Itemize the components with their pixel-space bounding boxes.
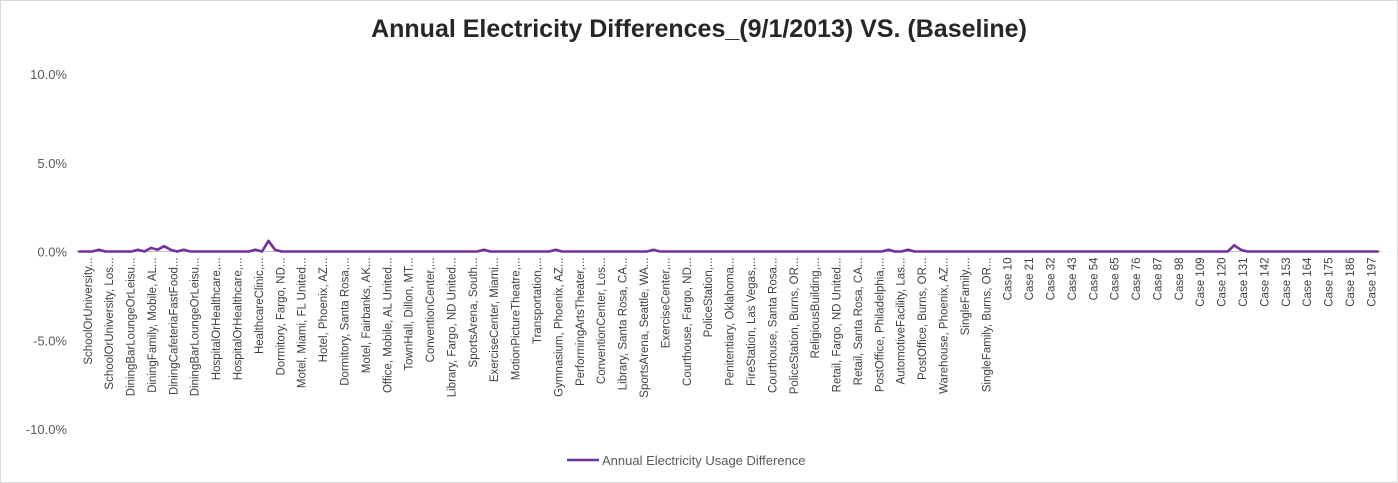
x-tick-label: SingleFamily, Burns, OR...: [981, 258, 993, 393]
x-tick-label: Case 109: [1195, 258, 1207, 307]
x-tick-label: Penitentiary, Oklahoma...: [725, 258, 737, 386]
x-tick-label: Courthouse, Santa Rosa...: [767, 258, 779, 394]
x-tick-label: SportsArena, South...: [468, 258, 480, 368]
x-tick-label: ExerciseCenter, Miami...: [489, 258, 501, 383]
x-tick-label: AutomotiveFacility, Las...: [896, 258, 908, 385]
x-tick-label: DiningFamily, Mobile, AL...: [147, 258, 159, 393]
x-tick-label: Library, Fargo, ND United...: [446, 258, 458, 398]
x-tick-label: SchoolOrUniversity, Los...: [104, 258, 116, 390]
legend-label: Annual Electricity Usage Difference: [602, 453, 806, 468]
x-tick-label: SportsArena, Seattle, WA...: [639, 258, 651, 398]
x-tick-label: ConventionCenter,...: [425, 258, 437, 363]
x-tick-label: Case 10: [1003, 258, 1015, 301]
x-tick-label: ReligiousBuilding,...: [810, 258, 822, 359]
x-tick-label: Case 142: [1259, 258, 1271, 307]
x-tick-label: Transportation,...: [532, 258, 544, 345]
y-tick-label: 10.0%: [30, 67, 67, 82]
x-tick-label: Hotel, Phoenix, AZ...: [318, 258, 330, 363]
x-tick-label: Motel, Fairbanks, AK...: [361, 258, 373, 374]
x-tick-label: Case 175: [1324, 258, 1336, 307]
x-tick-label: PerformingArtsTheater,...: [575, 258, 587, 386]
x-tick-label: ExerciseCenter,...: [660, 258, 672, 349]
x-tick-label: Case 131: [1238, 258, 1250, 307]
x-tick-label: Dormitory, Fargo, ND...: [275, 258, 287, 376]
x-tick-label: Case 197: [1366, 258, 1378, 307]
y-tick-label: 0.0%: [37, 245, 67, 260]
x-tick-label: HospitalOrHealthcare,...: [211, 258, 223, 381]
x-tick-label: Gymnasium, Phoenix, AZ...: [553, 258, 565, 397]
x-tick-label: Dormitory, Santa Rosa,...: [339, 258, 351, 386]
x-tick-label: PostOffice, Burns, OR...: [917, 257, 929, 380]
x-tick-label: DiningBarLoungeOrLeisu...: [126, 258, 138, 397]
x-tick-label: Case 54: [1088, 257, 1100, 300]
x-tick-label: DiningBarLoungeOrLeisu...: [190, 258, 202, 397]
x-tick-label: Case 65: [1110, 258, 1122, 301]
x-tick-label: FireStation, Las Vegas,...: [746, 258, 758, 387]
x-tick-label: Case 76: [1131, 258, 1143, 301]
x-tick-label: MotionPictureTheatre,...: [511, 258, 523, 381]
x-tick-label: PostOffice, Philadelphia,...: [874, 258, 886, 393]
x-tick-label: TownHall, Dillon, MT...: [404, 258, 416, 371]
x-tick-label: Warehouse, Phoenix, AZ...: [939, 258, 951, 394]
x-tick-label: Case 120: [1217, 258, 1229, 307]
x-tick-label: SchoolOrUniversity...: [83, 258, 95, 365]
x-tick-label: Case 164: [1302, 257, 1314, 307]
x-tick-label: HospitalOrHealthcare,...: [233, 258, 245, 381]
x-tick-label: Case 153: [1281, 258, 1293, 307]
x-tick-label: Case 186: [1345, 258, 1357, 307]
x-tick-label: PoliceStation,...: [703, 258, 715, 338]
chart-title: Annual Electricity Differences_(9/1/2013…: [371, 15, 1027, 43]
x-tick-label: Motel, Miami, FL United...: [297, 258, 309, 389]
series-line: [78, 239, 1379, 253]
y-tick-label: -5.0%: [33, 333, 67, 348]
x-tick-label: Case 43: [1067, 258, 1079, 301]
x-tick-label: Case 87: [1152, 258, 1164, 301]
x-tick-label: SingleFamily,...: [960, 257, 972, 335]
x-tick-label: Case 21: [1024, 258, 1036, 301]
x-tick-label: Retail, Santa Rosa, CA...: [853, 258, 865, 386]
y-tick-label: 5.0%: [37, 156, 67, 171]
x-tick-label: ConventionCenter, Los...: [596, 258, 608, 385]
x-tick-label: Office, Mobile, AL United...: [382, 258, 394, 394]
y-tick-label: -10.0%: [26, 422, 68, 437]
x-tick-label: DiningCafeteriaFastFood...: [168, 258, 180, 395]
x-tick-label: HealthcareClinic,...: [254, 258, 266, 355]
x-tick-label: Library, Santa Rosa, CA...: [618, 258, 630, 391]
x-tick-label: PoliceStation, Burns, OR...: [789, 258, 801, 395]
x-tick-label: Case 98: [1174, 258, 1186, 301]
x-tick-label: Case 32: [1045, 258, 1057, 301]
x-tick-label: Retail, Fargo, ND United...: [832, 258, 844, 393]
x-tick-label: Courthouse, Fargo, ND...: [682, 258, 694, 386]
